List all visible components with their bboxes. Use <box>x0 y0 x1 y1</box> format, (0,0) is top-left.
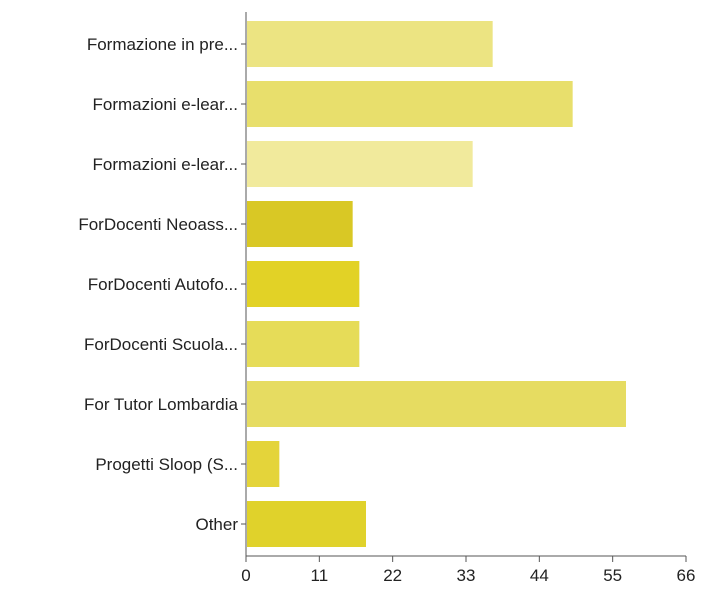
x-tick-label: 22 <box>383 566 402 585</box>
bars-group <box>247 21 626 547</box>
category-label: Other <box>195 515 238 534</box>
bar-1 <box>247 81 573 127</box>
category-label: Formazioni e-lear... <box>93 155 239 174</box>
category-label: Formazioni e-lear... <box>93 95 239 114</box>
x-tick-labels: 0 11 22 33 44 55 66 <box>241 566 695 585</box>
bar-2 <box>247 141 473 187</box>
category-labels: Formazione in pre... Formazioni e-lear...… <box>78 35 238 534</box>
bar-6 <box>247 381 626 427</box>
x-tick-label: 55 <box>603 566 622 585</box>
x-tick-label: 11 <box>311 566 329 585</box>
bar-4 <box>247 261 360 307</box>
category-label: ForDocenti Scuola... <box>84 335 238 354</box>
category-label: Progetti Sloop (S... <box>95 455 238 474</box>
category-label: ForDocenti Autofo... <box>88 275 238 294</box>
bar-5 <box>247 321 360 367</box>
bar-3 <box>247 201 353 247</box>
x-tick-label: 44 <box>530 566 549 585</box>
bar-0 <box>247 21 493 67</box>
x-tick-label: 0 <box>241 566 250 585</box>
category-label: For Tutor Lombardia <box>84 395 239 414</box>
bar-7 <box>247 441 280 487</box>
x-tick-label: 33 <box>457 566 476 585</box>
bar-8 <box>247 501 366 547</box>
x-tick-label: 66 <box>677 566 696 585</box>
category-label: Formazione in pre... <box>87 35 238 54</box>
axes-group <box>241 12 687 562</box>
category-label: ForDocenti Neoass... <box>78 215 238 234</box>
